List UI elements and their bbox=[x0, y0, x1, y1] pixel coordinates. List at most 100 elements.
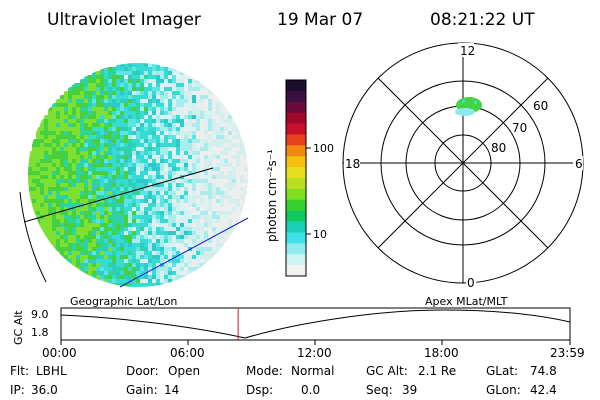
earth-pixel bbox=[96, 203, 100, 207]
earth-pixel bbox=[228, 191, 232, 195]
earth-pixel bbox=[224, 167, 228, 171]
earth-pixel bbox=[80, 131, 84, 135]
earth-pixel bbox=[88, 131, 92, 135]
earth-pixel bbox=[116, 79, 120, 83]
earth-pixel bbox=[192, 123, 196, 127]
earth-pixel bbox=[128, 195, 132, 199]
earth-pixel bbox=[216, 127, 220, 131]
earth-pixel bbox=[116, 207, 120, 211]
observation-date: 19 Mar 07 bbox=[277, 10, 363, 30]
earth-pixel bbox=[136, 267, 140, 271]
earth-pixel bbox=[104, 223, 108, 227]
earth-pixel bbox=[200, 195, 204, 199]
earth-pixel bbox=[196, 247, 200, 251]
earth-pixel bbox=[192, 87, 196, 91]
earth-pixel bbox=[56, 155, 60, 159]
earth-pixel bbox=[124, 75, 128, 79]
earth-pixel bbox=[88, 259, 92, 263]
earth-pixel bbox=[192, 103, 196, 107]
earth-pixel bbox=[48, 115, 52, 119]
earth-pixel bbox=[124, 235, 128, 239]
earth-pixel bbox=[52, 247, 56, 251]
earth-pixel bbox=[220, 151, 224, 155]
earth-pixel bbox=[88, 239, 92, 243]
earth-pixel bbox=[56, 167, 60, 171]
earth-pixel bbox=[196, 123, 200, 127]
earth-pixel bbox=[112, 275, 116, 279]
earth-pixel bbox=[36, 159, 40, 163]
earth-pixel bbox=[36, 187, 40, 191]
earth-pixel bbox=[120, 91, 124, 95]
earth-pixel bbox=[76, 111, 80, 115]
earth-pixel bbox=[184, 247, 188, 251]
earth-pixel bbox=[36, 211, 40, 215]
earth-pixel bbox=[164, 259, 168, 263]
earth-pixel bbox=[124, 251, 128, 255]
earth-pixel bbox=[152, 131, 156, 135]
earth-pixel bbox=[56, 119, 60, 123]
earth-pixel bbox=[56, 251, 60, 255]
earth-pixel bbox=[88, 135, 92, 139]
earth-pixel bbox=[148, 247, 152, 251]
earth-pixel bbox=[104, 171, 108, 175]
earth-pixel bbox=[152, 235, 156, 239]
earth-pixel bbox=[100, 107, 104, 111]
earth-pixel bbox=[140, 91, 144, 95]
earth-pixel bbox=[152, 195, 156, 199]
earth-pixel bbox=[236, 139, 240, 143]
earth-pixel bbox=[56, 231, 60, 235]
earth-pixel bbox=[188, 187, 192, 191]
earth-pixel bbox=[116, 131, 120, 135]
earth-pixel bbox=[84, 155, 88, 159]
earth-pixel bbox=[212, 95, 216, 99]
earth-pixel bbox=[76, 147, 80, 151]
earth-pixel bbox=[40, 199, 44, 203]
earth-pixel bbox=[68, 191, 72, 195]
earth-pixel bbox=[156, 227, 160, 231]
earth-pixel bbox=[164, 203, 168, 207]
earth-pixel bbox=[136, 99, 140, 103]
earth-pixel bbox=[152, 139, 156, 143]
earth-pixel bbox=[228, 135, 232, 139]
earth-pixel bbox=[116, 127, 120, 131]
earth-pixel bbox=[156, 271, 160, 275]
earth-pixel bbox=[92, 255, 96, 259]
earth-pixel bbox=[76, 183, 80, 187]
earth-pixel bbox=[204, 231, 208, 235]
earth-pixel bbox=[56, 195, 60, 199]
earth-pixel bbox=[108, 247, 112, 251]
earth-pixel bbox=[180, 167, 184, 171]
earth-pixel bbox=[188, 115, 192, 119]
earth-pixel bbox=[128, 63, 132, 67]
earth-pixel bbox=[52, 231, 56, 235]
earth-pixel bbox=[196, 211, 200, 215]
earth-pixel bbox=[244, 203, 248, 207]
earth-pixel bbox=[136, 83, 140, 87]
earth-pixel bbox=[184, 227, 188, 231]
earth-pixel bbox=[136, 111, 140, 115]
earth-pixel bbox=[72, 215, 76, 219]
earth-pixel bbox=[104, 115, 108, 119]
earth-pixel bbox=[164, 223, 168, 227]
earth-pixel bbox=[64, 99, 68, 103]
earth-pixel bbox=[140, 103, 144, 107]
earth-pixel bbox=[180, 231, 184, 235]
earth-pixel bbox=[88, 167, 92, 171]
earth-pixel bbox=[52, 191, 56, 195]
earth-pixel bbox=[200, 239, 204, 243]
earth-pixel bbox=[228, 199, 232, 203]
earth-pixel bbox=[216, 223, 220, 227]
earth-pixel bbox=[92, 99, 96, 103]
earth-pixel bbox=[244, 211, 248, 215]
earth-pixel bbox=[172, 139, 176, 143]
earth-pixel bbox=[84, 83, 88, 87]
earth-pixel bbox=[192, 243, 196, 247]
earth-pixel bbox=[104, 179, 108, 183]
earth-pixel bbox=[204, 115, 208, 119]
earth-pixel bbox=[52, 187, 56, 191]
earth-pixel bbox=[152, 95, 156, 99]
earth-pixel bbox=[144, 123, 148, 127]
x-tick-0600: 06:00 bbox=[170, 346, 205, 360]
earth-pixel bbox=[96, 107, 100, 111]
earth-pixel bbox=[216, 143, 220, 147]
